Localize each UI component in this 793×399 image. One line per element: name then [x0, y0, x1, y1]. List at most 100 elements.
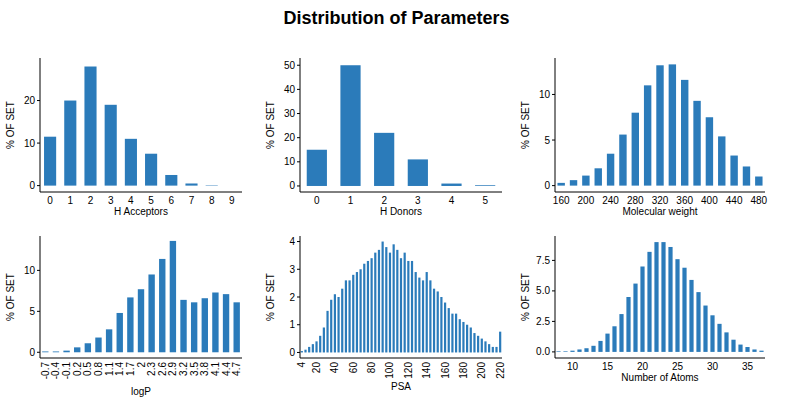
bar — [337, 297, 339, 352]
y-tick-label: 10 — [539, 89, 551, 100]
x-tick-label: 5 — [482, 195, 488, 206]
bar — [626, 297, 630, 352]
bar — [444, 303, 446, 353]
bar — [191, 302, 197, 352]
panel: 0510160200240280320360400440480Molecular… — [520, 58, 768, 217]
panel: 0510-0.7-0.4-0.10.20.50.81.11.41.722.32.… — [5, 236, 242, 397]
y-tick — [552, 290, 555, 291]
bars — [307, 65, 496, 186]
x-tick-label: 3 — [108, 195, 114, 206]
x-axis-label: H Donors — [380, 206, 422, 217]
y-axis-line — [40, 58, 41, 192]
bar — [644, 85, 651, 185]
bar — [696, 292, 700, 352]
bar — [556, 351, 560, 353]
bar — [466, 325, 468, 353]
bar — [334, 294, 336, 352]
x-tick-label: 3 — [415, 195, 421, 206]
y-tick — [552, 185, 555, 186]
bar — [42, 351, 48, 353]
x-tick-label: 360 — [676, 195, 693, 206]
bar — [605, 334, 609, 352]
bar — [426, 272, 428, 352]
y-tick — [297, 241, 300, 242]
x-tick-label: -0.4 — [50, 362, 61, 380]
bar — [632, 113, 639, 186]
x-tick-label: 4 — [296, 362, 307, 368]
x-tick-label: 120 — [403, 362, 414, 379]
bar — [706, 117, 713, 185]
x-tick-label: 160 — [553, 195, 570, 206]
y-tick-label: 40 — [284, 84, 296, 95]
x-tick-label: 60 — [348, 362, 359, 374]
bars — [301, 242, 502, 353]
x-tick-label: 140 — [421, 362, 432, 379]
x-tick-label: 40 — [329, 362, 340, 374]
bar — [477, 336, 479, 353]
bars — [42, 241, 240, 352]
bar — [731, 340, 735, 352]
x-axis-line — [40, 192, 242, 193]
y-tick-label: 20 — [24, 95, 36, 106]
x-tick-label: 220 — [495, 362, 506, 379]
x-tick-label: 1 — [68, 195, 74, 206]
bar — [138, 289, 144, 352]
bar — [640, 267, 644, 352]
bar — [433, 289, 435, 353]
bar — [437, 291, 439, 352]
bar — [408, 159, 428, 186]
bar — [359, 269, 361, 352]
y-axis-label: % OF SET — [5, 273, 16, 321]
bar — [85, 343, 91, 352]
bar — [400, 258, 402, 352]
bar — [415, 272, 417, 352]
bar — [84, 67, 96, 186]
bar — [159, 259, 165, 352]
x-tick-label: 2.6 — [157, 362, 168, 376]
bar — [495, 347, 497, 353]
bars — [44, 67, 218, 186]
y-axis-label: % OF SET — [5, 101, 16, 149]
bar — [669, 64, 676, 185]
bar — [612, 326, 616, 352]
x-tick-label: 3.5 — [189, 362, 200, 376]
y-axis-label: % OF SET — [265, 101, 276, 149]
bar — [724, 332, 728, 352]
y-axis-line — [555, 236, 556, 358]
bar — [148, 274, 154, 352]
x-tick-label: 5 — [148, 195, 154, 206]
x-tick-label: 2.3 — [146, 362, 157, 376]
bar — [675, 259, 679, 352]
x-tick-label: 4.7 — [231, 362, 242, 376]
bar — [74, 347, 80, 352]
bar — [233, 302, 239, 352]
bars — [557, 64, 762, 185]
y-tick — [37, 100, 40, 101]
bar — [127, 297, 133, 352]
y-tick-label: 0 — [544, 180, 550, 191]
x-tick-label: 4.4 — [221, 362, 232, 376]
bar — [481, 339, 483, 353]
y-tick — [297, 185, 300, 186]
bar — [743, 166, 750, 185]
bar — [407, 261, 409, 353]
chart-svg: Distribution of Parameters01020012345678… — [0, 0, 793, 399]
bar — [570, 180, 577, 185]
y-axis-line — [555, 58, 556, 192]
x-tick-label: 160 — [440, 362, 451, 379]
bar — [404, 253, 406, 353]
y-tick — [297, 297, 300, 298]
figure: Distribution of Parameters01020012345678… — [0, 0, 793, 399]
bar — [367, 261, 369, 353]
x-tick-label: 480 — [750, 195, 767, 206]
y-axis-line — [40, 236, 41, 358]
bar — [451, 314, 453, 353]
bar — [411, 261, 413, 353]
y-tick-label: 5 — [29, 306, 35, 317]
y-tick-label: 5 — [544, 135, 550, 146]
bar — [106, 329, 112, 352]
bar — [448, 308, 450, 352]
bar — [117, 313, 123, 352]
bar — [206, 185, 218, 186]
x-tick-label: 20 — [637, 361, 649, 372]
